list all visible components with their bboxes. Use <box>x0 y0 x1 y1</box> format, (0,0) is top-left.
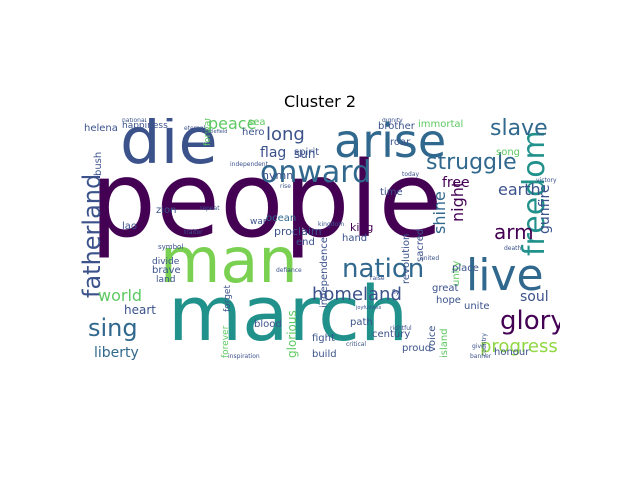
word-proclaim: proclaim <box>274 225 322 238</box>
word-glory: glory <box>500 306 560 336</box>
word-long: long <box>266 124 305 145</box>
word-symbol: symbol <box>158 243 184 251</box>
word-fly: fly <box>392 289 400 296</box>
word-blood: blood <box>254 319 282 330</box>
word-shine: shine <box>430 191 449 234</box>
word-peace: peace <box>208 118 257 133</box>
word-brother: brother <box>378 121 415 132</box>
word-spirit: spirit <box>294 147 320 158</box>
word-defiance: defiance <box>276 267 302 274</box>
word-battlefield: battlefield <box>202 129 228 135</box>
word-people: people <box>90 139 443 261</box>
word-divide: divide <box>152 257 180 267</box>
word-sea: sea <box>248 118 266 128</box>
word-arm: arm <box>494 220 534 244</box>
word-inspiration: inspiration <box>228 353 260 360</box>
word-end: end <box>296 237 315 248</box>
word-homeland: homeland <box>312 284 402 305</box>
word-brave: brave <box>152 265 181 276</box>
word-soul: soul <box>520 289 549 305</box>
word-traitor: traitor <box>184 229 203 236</box>
word-earth: earth <box>498 180 541 199</box>
word-live: live <box>466 250 544 301</box>
word-lao: lao <box>122 221 138 232</box>
word-song: song <box>496 147 521 158</box>
word-build: build <box>312 349 337 360</box>
word-rightful: rightful <box>390 325 412 332</box>
word-roar: roar <box>390 137 411 148</box>
word-forget: forget <box>223 285 233 312</box>
word-progress: progress <box>480 336 558 357</box>
word-slave: slave <box>490 118 548 141</box>
word-man: man <box>160 224 298 297</box>
word-sun: sun <box>294 147 316 161</box>
word-dignity: dignity <box>382 118 403 124</box>
word-century: century <box>372 329 411 340</box>
word-ocean: ocean <box>266 213 297 224</box>
word-hand: hand <box>342 233 368 244</box>
word-king: king <box>350 221 374 234</box>
word-zion: zion <box>156 205 177 216</box>
word-great: great <box>432 283 459 294</box>
word-place: place <box>452 263 479 274</box>
word-bush: bush <box>93 151 104 176</box>
word-nation: nation <box>342 254 425 284</box>
word-happiness: happiness <box>122 121 168 131</box>
word-raise: raise <box>370 275 385 282</box>
word-fight: fight <box>312 333 335 344</box>
word-heart: heart <box>124 303 156 317</box>
word-hero: hero <box>242 127 265 138</box>
word-path: path <box>350 317 373 328</box>
word-independent: independent <box>230 161 268 168</box>
word-hope: hope <box>436 295 461 306</box>
word-glorious: glorious <box>285 310 299 358</box>
word-cloud: people march die man arise live onward f… <box>80 118 560 362</box>
word-revolution: revolution <box>401 233 412 284</box>
word-island: island <box>439 328 450 358</box>
word-gunfire: gunfire <box>537 184 553 234</box>
word-honour: honour <box>494 347 530 358</box>
word-die: die <box>120 118 218 179</box>
word-fatherland: fatherland <box>80 173 106 298</box>
word-liberty: liberty <box>94 345 139 361</box>
word-critical: critical <box>346 341 367 348</box>
word-rise: rise <box>280 183 291 190</box>
word-joyfulness: joyfulness <box>356 305 382 311</box>
word-war: war <box>250 217 267 227</box>
word-time: time <box>380 187 403 198</box>
word-struggle: struggle <box>426 150 517 175</box>
word-land: land <box>156 275 176 285</box>
word-repeat: repeat <box>200 205 220 212</box>
word-immortal: immortal <box>418 119 464 130</box>
word-sing: sing <box>88 314 138 342</box>
word-onward: onward <box>260 155 372 190</box>
word-eternal: eternal <box>184 125 206 132</box>
word-world: world <box>98 286 143 305</box>
word-kingdom: kingdom <box>318 221 345 228</box>
word-victory: victory <box>536 177 557 184</box>
word-march: march <box>168 269 409 358</box>
word-free: free <box>442 175 470 191</box>
chart-title: Cluster 2 <box>283 92 357 111</box>
word-independence: independence <box>319 237 330 308</box>
word-proud: proud <box>402 343 432 354</box>
word-hymn: hymn <box>262 169 294 182</box>
word-unite: unite <box>464 301 490 312</box>
word-flag: flag <box>260 145 287 161</box>
word-arise: arise <box>334 118 447 168</box>
word-banner: banner <box>470 353 492 360</box>
word-today: today <box>402 171 420 178</box>
word-death: death <box>504 245 522 252</box>
word-give: give <box>472 343 485 350</box>
word-national: national <box>122 118 147 124</box>
word-united: united <box>420 255 440 262</box>
word-helena: helena <box>84 123 118 134</box>
